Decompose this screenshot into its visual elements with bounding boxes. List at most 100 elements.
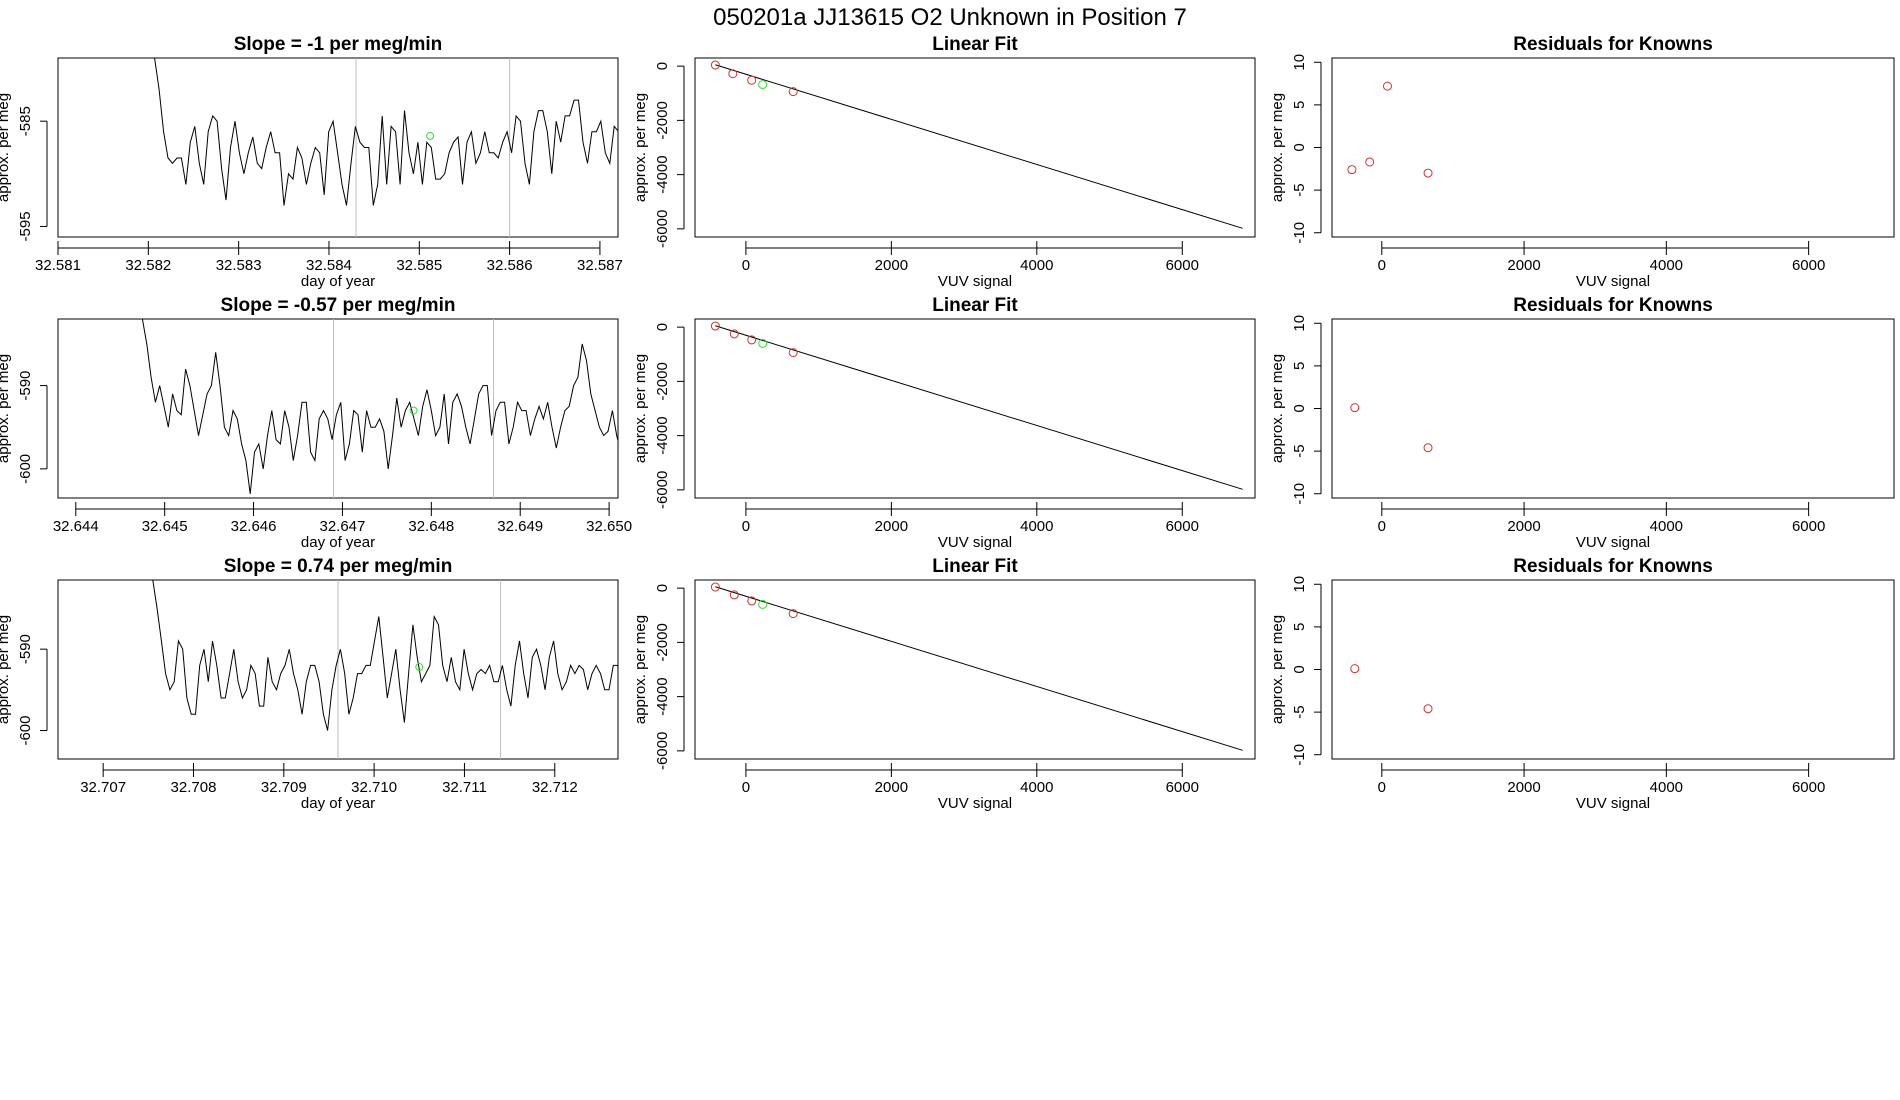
x-tick-label: 2000 [875, 257, 908, 274]
y-tick-label: -6000 [654, 471, 671, 509]
panel-row3-linearfit: Linear Fit 0 2000 4000 6000 VUV signal 0 -2000 -… [632, 556, 1256, 812]
y-tick-label: -5 [1291, 183, 1308, 196]
x-tick-label: 4000 [1020, 257, 1053, 274]
x-tick-label: 0 [742, 257, 750, 274]
x-axis-label: VUV signal [1576, 273, 1650, 290]
chart-title: Linear Fit [932, 556, 1018, 577]
plot-area [710, 582, 1243, 751]
x-tick-label: 32.712 [532, 779, 578, 796]
plot-area [152, 580, 618, 759]
x-axis-label: day of year [301, 534, 375, 551]
x-tick-label: 32.586 [487, 257, 533, 274]
x-tick-label: 6000 [1166, 779, 1199, 796]
x-tick-label: 32.707 [80, 779, 126, 796]
x-tick-label: 32.710 [351, 779, 397, 796]
y-tick-label: 5 [1291, 362, 1308, 370]
plot-area [1347, 81, 1433, 178]
known-point [729, 590, 739, 600]
x-tick-label: 32.646 [231, 518, 277, 535]
y-tick-label: 0 [654, 584, 671, 592]
known-point [1350, 664, 1360, 674]
x-axis-label: VUV signal [938, 795, 1012, 812]
known-point [788, 609, 798, 619]
x-axis-label: day of year [301, 795, 375, 812]
figure-title: 050201a JJ13615 O2 Unknown in Position 7 [713, 4, 1187, 31]
y-tick-label: -10 [1291, 744, 1308, 766]
y-tick-label: 0 [654, 323, 671, 331]
unknown-point [758, 80, 768, 90]
unknown-point [758, 338, 768, 348]
known-point [747, 335, 757, 345]
panel-row2-residuals: Residuals for Knowns 0 2000 4000 6000 VUV sig… [1269, 295, 1895, 551]
unknown-point [415, 663, 424, 672]
plot-frame [1331, 318, 1895, 499]
x-tick-label: 4000 [1020, 518, 1053, 535]
y-axis-label: approx. per meg [1269, 615, 1286, 724]
x-tick-label: 32.644 [53, 518, 99, 535]
y-tick-label: -590 [17, 634, 34, 664]
x-tick-label: 32.709 [261, 779, 307, 796]
x-tick-label: 6000 [1792, 779, 1825, 796]
x-tick-label: 32.650 [586, 518, 632, 535]
known-point [747, 75, 757, 85]
y-axis-label: approx. per meg [1269, 354, 1286, 463]
chart-title: Linear Fit [932, 34, 1018, 55]
y-tick-label: 10 [1291, 54, 1308, 71]
y-tick-label: -10 [1291, 222, 1308, 244]
x-tick-label: 2000 [875, 518, 908, 535]
known-point [788, 348, 798, 358]
x-tick-label: 32.581 [35, 257, 81, 274]
y-tick-label: -590 [17, 371, 34, 401]
y-tick-label: 5 [1291, 101, 1308, 109]
plot-frame [694, 579, 1256, 760]
panel-row1-timeseries: Slope = -1 per meg/min 32.581 32.582 32.583… [0, 34, 623, 290]
y-axis-label: approx. per meg [1269, 93, 1286, 202]
x-tick-label: 6000 [1166, 257, 1199, 274]
chart-title: Slope = -0.57 per meg/min [221, 295, 456, 316]
x-tick-label: 32.585 [396, 257, 442, 274]
y-tick-label: -4000 [654, 677, 671, 715]
chart-title: Slope = -1 per meg/min [234, 34, 443, 55]
y-tick-label: -4000 [654, 155, 671, 193]
y-tick-label: 10 [1291, 576, 1308, 593]
x-tick-label: 0 [1378, 257, 1386, 274]
x-axis-label: VUV signal [938, 534, 1012, 551]
x-tick-label: 2000 [1507, 518, 1540, 535]
chart-title: Residuals for Knowns [1513, 556, 1713, 577]
plot-area [710, 321, 1243, 490]
fit-line [715, 586, 1243, 751]
x-tick-label: 32.648 [408, 518, 454, 535]
unknown-point [426, 131, 435, 140]
x-tick-label: 32.647 [319, 518, 365, 535]
plot-frame [57, 318, 619, 499]
y-tick-label: -5 [1291, 705, 1308, 718]
x-tick-label: 32.711 [442, 779, 487, 796]
y-tick-label: 5 [1291, 623, 1308, 631]
known-point [1423, 168, 1433, 178]
y-axis-label: approx. per meg [0, 615, 12, 724]
x-tick-label: 0 [742, 779, 750, 796]
y-axis-label: approx. per meg [632, 354, 649, 463]
x-tick-label: 0 [1378, 779, 1386, 796]
plot-area [710, 60, 1243, 229]
known-point [710, 60, 720, 70]
x-axis-label: VUV signal [1576, 534, 1650, 551]
y-tick-label: 10 [1291, 315, 1308, 332]
x-tick-label: 32.582 [125, 257, 171, 274]
fit-line [715, 64, 1243, 229]
known-point [728, 69, 738, 79]
y-axis-label: approx. per meg [0, 354, 12, 463]
panel-row2-timeseries: Slope = -0.57 per meg/min 32.644 32.645 32.… [0, 295, 632, 551]
y-tick-label: -6000 [654, 732, 671, 770]
series-line [154, 58, 618, 206]
y-tick-label: 0 [1291, 143, 1308, 151]
y-tick-label: -5 [1291, 444, 1308, 457]
panels: Slope = -1 per meg/min 32.581 32.582 32.583… [0, 34, 1895, 812]
y-tick-label: -600 [17, 454, 34, 484]
known-point [1350, 403, 1360, 413]
plot-frame [694, 57, 1256, 238]
y-tick-label: -585 [17, 106, 34, 136]
plot-area [1350, 664, 1433, 714]
y-axis-label: approx. per meg [632, 93, 649, 202]
